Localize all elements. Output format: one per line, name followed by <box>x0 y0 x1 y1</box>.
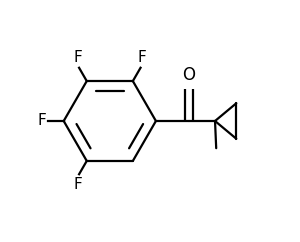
Text: F: F <box>37 113 46 129</box>
Text: F: F <box>74 177 82 192</box>
Text: F: F <box>137 50 146 65</box>
Text: O: O <box>182 66 196 84</box>
Text: F: F <box>74 50 82 65</box>
